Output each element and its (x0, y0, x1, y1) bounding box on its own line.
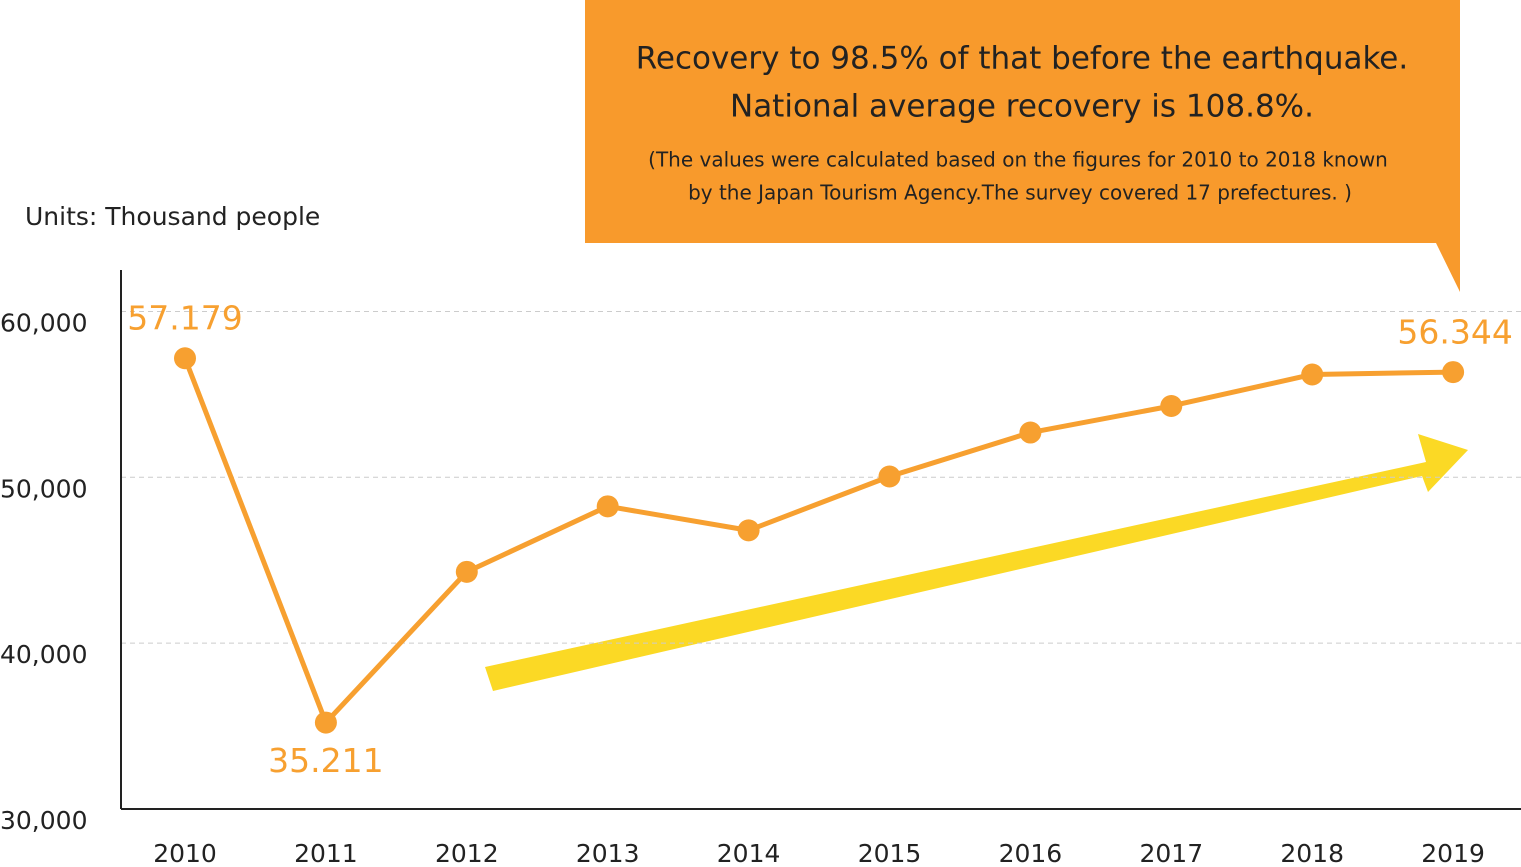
callout-note: (The values were calculated based on the… (648, 148, 1388, 172)
callout-note: by the Japan Tourism Agency.The survey c… (688, 181, 1352, 205)
y-tick-label: 60,000 (0, 308, 87, 337)
x-tick-label: 2017 (1139, 839, 1203, 867)
x-tick-label: 2016 (999, 839, 1063, 867)
callout-headline: Recovery to 98.5% of that before the ear… (636, 41, 1409, 77)
data-point (596, 495, 619, 518)
x-tick-label: 2012 (435, 839, 499, 867)
data-point (1019, 421, 1042, 444)
x-tick-label: 2018 (1280, 839, 1344, 867)
data-point (1301, 363, 1324, 386)
data-point (174, 347, 196, 370)
value-label: 56.344 (1397, 313, 1512, 352)
y-tick-label: 40,000 (0, 640, 87, 669)
x-tick-label: 2015 (858, 839, 922, 867)
x-tick-label: 2014 (717, 839, 781, 867)
y-tick-label: 50,000 (0, 474, 87, 503)
data-point (737, 519, 760, 542)
data-point (1160, 394, 1183, 417)
callout-box (585, 0, 1460, 292)
x-tick-label: 2011 (294, 839, 358, 867)
data-point (878, 465, 901, 488)
data-line (182, 357, 1454, 726)
x-tick-label: 2019 (1421, 839, 1485, 867)
data-point (314, 711, 337, 734)
value-label: 35.211 (268, 741, 383, 780)
y-axis-label: Units: Thousand people (25, 202, 320, 231)
value-label: 57.179 (127, 299, 242, 338)
x-tick-label: 2013 (576, 839, 640, 867)
data-point (1442, 361, 1465, 384)
callout-headline: National average recovery is 108.8%. (730, 89, 1314, 125)
x-tick-label: 2010 (153, 839, 217, 867)
y-tick-label: 30,000 (0, 806, 87, 835)
data-point (455, 560, 478, 583)
trend-arrow (485, 434, 1468, 691)
